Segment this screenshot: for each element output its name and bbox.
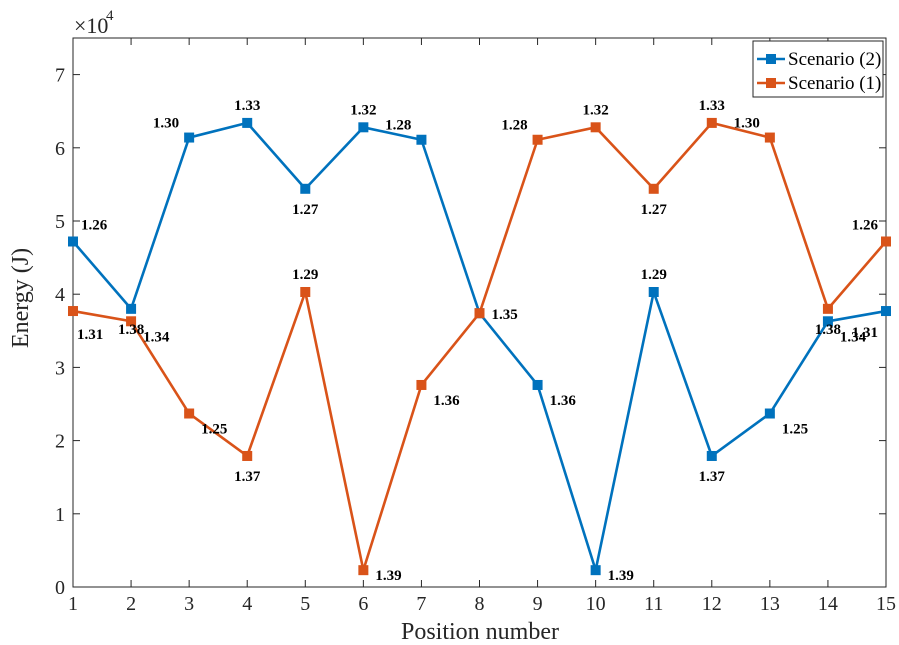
data-label: 1.25: [782, 422, 808, 438]
data-point: [416, 379, 427, 390]
data-label: 1.39: [608, 568, 634, 584]
data-point: [881, 236, 891, 247]
data-label: 1.26: [81, 217, 108, 233]
x-tick-label: 5: [300, 593, 310, 615]
data-label: 1.34: [143, 329, 170, 345]
x-tick-label: 12: [702, 593, 722, 615]
data-point: [416, 134, 427, 145]
y-tick-label: 0: [55, 577, 65, 599]
y-multiplier-exponent: 4: [106, 8, 114, 24]
data-labels: 1.26 1.38 1.30 1.33 1.27 1.32 1.28 1.35 1.36 1.39…: [77, 98, 879, 584]
data-point: [184, 132, 195, 143]
data-point: [764, 132, 775, 143]
data-point: [300, 183, 311, 194]
y-tick-label: 6: [55, 138, 65, 160]
x-tick-label: 14: [818, 593, 838, 615]
data-point: [706, 117, 717, 128]
y-axis-label: Energy (J): [8, 248, 34, 348]
legend-marker: [766, 78, 776, 88]
x-tick-label: 3: [184, 593, 194, 615]
series-lines: [68, 117, 891, 576]
x-tick-label: 2: [126, 593, 136, 615]
data-point: [648, 183, 659, 194]
data-label: 1.33: [699, 98, 725, 114]
series-line-1: [72, 121, 887, 572]
y-tick-label: 1: [55, 504, 65, 526]
data-point: [822, 303, 833, 314]
data-label: 1.31: [77, 327, 103, 343]
y-tick-label: 2: [55, 431, 65, 453]
data-label: 1.30: [153, 116, 179, 132]
data-point: [648, 287, 659, 298]
data-label: 1.37: [234, 469, 261, 485]
y-tick-label: 5: [55, 211, 65, 233]
data-point: [881, 306, 891, 317]
data-label: 1.37: [699, 469, 726, 485]
data-label: 1.25: [201, 422, 227, 438]
data-point: [126, 316, 137, 327]
x-tick-label: 11: [644, 593, 663, 615]
data-label: 1.38: [815, 322, 841, 338]
data-point: [68, 236, 78, 247]
x-tick-label: 1: [68, 593, 78, 615]
data-label: 1.30: [734, 116, 760, 132]
y-tick-label: 3: [55, 357, 65, 379]
data-label: 1.26: [852, 217, 879, 233]
data-point: [242, 117, 253, 128]
data-point: [474, 308, 485, 319]
data-label: 1.32: [350, 102, 376, 118]
data-label: 1.36: [433, 393, 460, 409]
data-point: [706, 450, 717, 461]
x-tick-label: 6: [358, 593, 368, 615]
data-point: [358, 565, 369, 576]
data-label: 1.28: [501, 118, 527, 134]
data-point: [590, 122, 601, 133]
series-line-2: [72, 121, 887, 572]
data-label: 1.35: [492, 307, 518, 323]
data-label: 1.34: [840, 329, 867, 345]
y-multiplier: ×10: [74, 13, 108, 38]
data-point: [126, 303, 137, 314]
data-point: [532, 134, 543, 145]
data-point: [242, 450, 253, 461]
data-label: 1.38: [118, 322, 144, 338]
legend-marker: [766, 54, 776, 64]
x-tick-label: 13: [760, 593, 780, 615]
y-tick-label: 7: [55, 65, 65, 87]
data-point: [68, 306, 78, 317]
y-tick-label: 4: [55, 284, 65, 306]
legend-entry: Scenario (1): [788, 73, 881, 94]
data-label: 1.29: [641, 267, 667, 283]
x-tick-label: 4: [242, 593, 252, 615]
data-label: 1.36: [550, 393, 577, 409]
data-label: 1.33: [234, 98, 260, 114]
data-point: [184, 408, 195, 419]
data-label: 1.28: [385, 118, 411, 134]
data-label: 1.27: [641, 202, 668, 218]
x-tick-label: 15: [876, 593, 896, 615]
x-tick-label: 7: [416, 593, 426, 615]
data-point: [590, 565, 601, 576]
data-point: [300, 287, 311, 298]
x-tick-label: 9: [533, 593, 543, 615]
data-point: [358, 122, 369, 133]
x-tick-label: 10: [586, 593, 606, 615]
x-tick-label: 8: [475, 593, 485, 615]
data-label: 1.27: [292, 202, 319, 218]
data-label: 1.32: [583, 102, 609, 118]
legend-entry: Scenario (2): [788, 49, 881, 70]
data-point: [532, 379, 543, 390]
data-point: [822, 316, 833, 327]
legend: Scenario (2) Scenario (1): [752, 40, 884, 98]
data-label: 1.29: [292, 267, 318, 283]
x-axis-label: Position number: [401, 619, 559, 645]
data-label: 1.31: [852, 325, 878, 341]
data-label: 1.39: [375, 568, 401, 584]
data-point: [764, 408, 775, 419]
